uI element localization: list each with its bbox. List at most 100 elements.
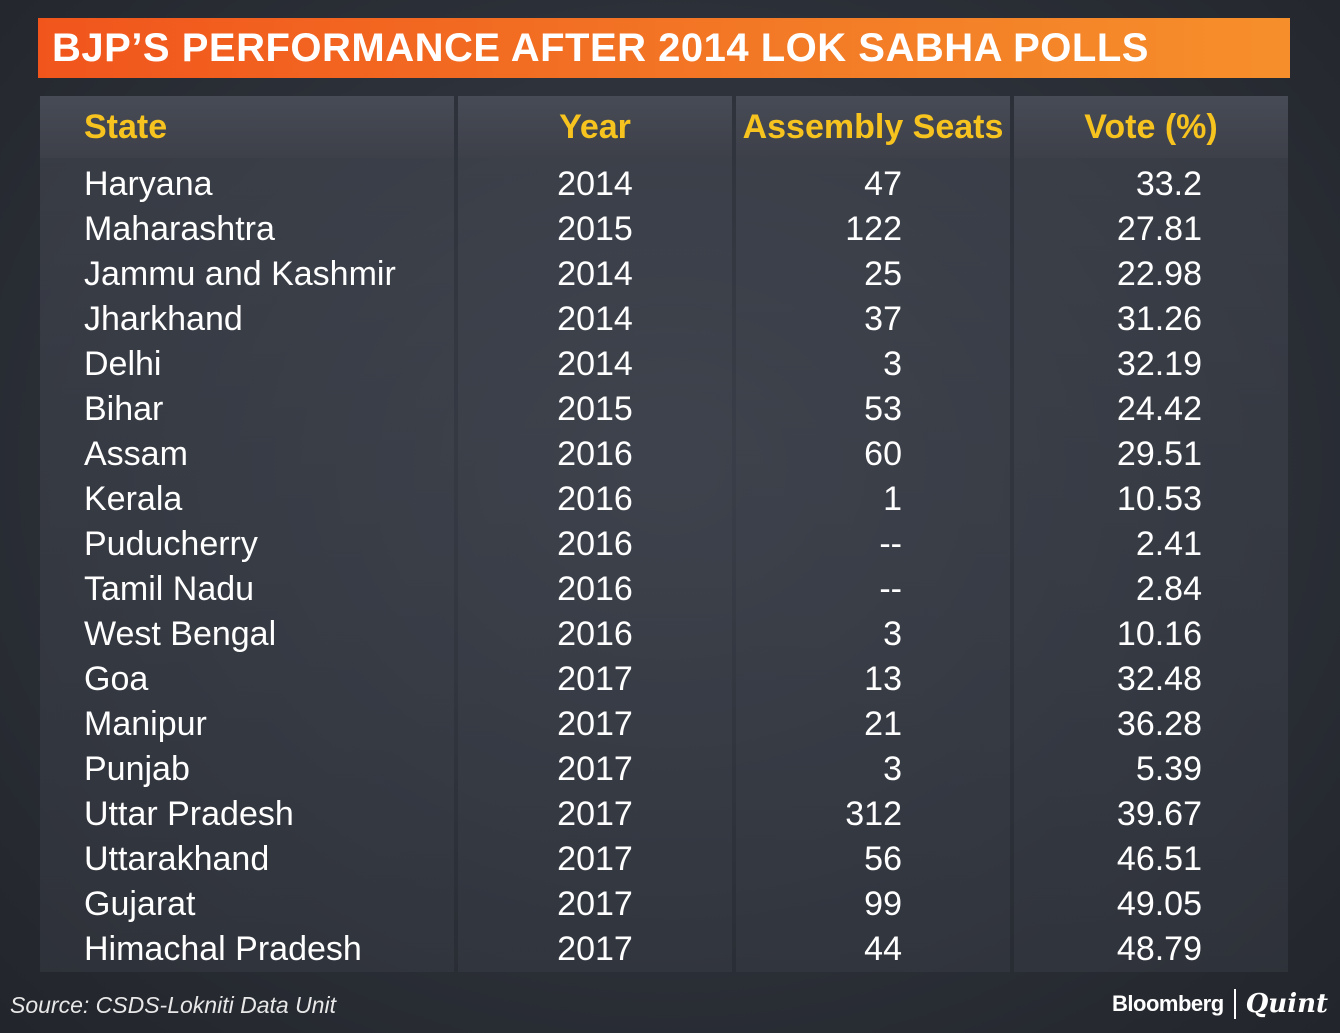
table-row: Uttarakhand 2017 56 46.51 bbox=[38, 837, 1290, 882]
cell-vote: 2.41 bbox=[1135, 525, 1202, 563]
cell-state: Uttarakhand bbox=[84, 840, 270, 878]
cell-state: Kerala bbox=[84, 480, 183, 518]
vote-column-bg bbox=[1014, 96, 1288, 972]
cell-state: Haryana bbox=[84, 165, 213, 203]
cell-seats: 37 bbox=[864, 300, 902, 338]
cell-state: Gujarat bbox=[84, 885, 196, 923]
cell-state: West Bengal bbox=[84, 615, 277, 653]
cell-year: 2014 bbox=[557, 255, 633, 293]
state-column-bg bbox=[40, 96, 454, 972]
cell-vote: 2.84 bbox=[1135, 570, 1202, 608]
cell-seats: 21 bbox=[864, 705, 902, 743]
cell-state: Bihar bbox=[84, 390, 164, 428]
seats-column-bg bbox=[736, 96, 1010, 972]
cell-seats: -- bbox=[879, 570, 902, 608]
header-state: State bbox=[40, 96, 454, 158]
cell-year: 2016 bbox=[557, 435, 633, 473]
cell-seats: -- bbox=[879, 525, 902, 563]
cell-state: Uttar Pradesh bbox=[84, 795, 294, 833]
table-header: State Year Assembly Seats Vote (%) bbox=[38, 96, 1290, 158]
brand-logo: Bloomberg Quint bbox=[1112, 989, 1328, 1019]
cell-year: 2016 bbox=[557, 570, 633, 608]
table-row: Tamil Nadu 2016 -- 2.84 bbox=[38, 567, 1290, 612]
table-row: Jharkhand 2014 37 31.26 bbox=[38, 297, 1290, 342]
table-row: Bihar 2015 53 24.42 bbox=[38, 387, 1290, 432]
cell-vote: 5.39 bbox=[1135, 750, 1202, 788]
cell-vote: 32.48 bbox=[1116, 660, 1202, 698]
cell-year: 2015 bbox=[557, 210, 633, 248]
cell-vote: 39.67 bbox=[1116, 795, 1202, 833]
cell-seats: 122 bbox=[845, 210, 902, 248]
cell-seats: 56 bbox=[864, 840, 902, 878]
table-body: Haryana 2014 47 33.2 Maharashtra 2015 122 27.81… bbox=[38, 162, 1290, 972]
cell-vote: 10.53 bbox=[1116, 480, 1202, 518]
table-row: Maharashtra 2015 122 27.81 bbox=[38, 207, 1290, 252]
cell-vote: 32.19 bbox=[1116, 345, 1202, 383]
title-banner: BJP’S PERFORMANCE AFTER 2014 LOK SABHA P… bbox=[38, 18, 1290, 78]
cell-vote: 49.05 bbox=[1116, 885, 1202, 923]
cell-vote: 22.98 bbox=[1116, 255, 1202, 293]
brand-divider bbox=[1233, 989, 1236, 1019]
table-row: Manipur 2017 21 36.28 bbox=[38, 702, 1290, 747]
cell-state: Punjab bbox=[84, 750, 190, 788]
table-row: Assam 2016 60 29.51 bbox=[38, 432, 1290, 477]
cell-year: 2017 bbox=[557, 705, 633, 743]
cell-year: 2014 bbox=[557, 165, 633, 203]
cell-seats: 99 bbox=[864, 885, 902, 923]
table-row: Uttar Pradesh 2017 312 39.67 bbox=[38, 792, 1290, 837]
cell-vote: 24.42 bbox=[1116, 390, 1202, 428]
table-row: Delhi 2014 3 32.19 bbox=[38, 342, 1290, 387]
cell-seats: 44 bbox=[864, 930, 902, 968]
table-row: Gujarat 2017 99 49.05 bbox=[38, 882, 1290, 927]
table-row: Kerala 2016 1 10.53 bbox=[38, 477, 1290, 522]
cell-year: 2017 bbox=[557, 885, 633, 923]
cell-vote: 31.26 bbox=[1116, 300, 1202, 338]
cell-vote: 29.51 bbox=[1116, 435, 1202, 473]
cell-year: 2017 bbox=[557, 840, 633, 878]
cell-year: 2016 bbox=[557, 615, 633, 653]
brand-bloomberg: Bloomberg bbox=[1112, 991, 1224, 1016]
cell-vote: 27.81 bbox=[1116, 210, 1202, 248]
cell-state: Tamil Nadu bbox=[84, 570, 255, 608]
cell-seats: 1 bbox=[883, 480, 902, 518]
cell-state: Goa bbox=[84, 660, 149, 698]
year-column-bg bbox=[458, 96, 732, 972]
cell-seats: 47 bbox=[864, 165, 902, 203]
cell-year: 2016 bbox=[557, 480, 633, 518]
brand-quint: Quint bbox=[1245, 989, 1328, 1019]
cell-state: Jharkhand bbox=[84, 300, 243, 338]
cell-state: Maharashtra bbox=[84, 210, 275, 248]
cell-state: Jammu and Kashmir bbox=[84, 255, 396, 293]
cell-state: Manipur bbox=[84, 705, 207, 743]
cell-year: 2014 bbox=[557, 345, 633, 383]
cell-seats: 53 bbox=[864, 390, 902, 428]
cell-seats: 312 bbox=[845, 795, 902, 833]
cell-seats: 3 bbox=[883, 615, 902, 653]
cell-seats: 3 bbox=[883, 750, 902, 788]
cell-seats: 25 bbox=[864, 255, 902, 293]
cell-year: 2015 bbox=[557, 390, 633, 428]
cell-state: Puducherry bbox=[84, 525, 258, 563]
table-row: Punjab 2017 3 5.39 bbox=[38, 747, 1290, 792]
table-row: Puducherry 2016 -- 2.41 bbox=[38, 522, 1290, 567]
header-assembly-seats: Assembly Seats bbox=[736, 96, 1010, 158]
cell-year: 2016 bbox=[557, 525, 633, 563]
cell-state: Delhi bbox=[84, 345, 162, 383]
cell-state: Himachal Pradesh bbox=[84, 930, 362, 968]
cell-seats: 13 bbox=[864, 660, 902, 698]
header-vote-percent: Vote (%) bbox=[1014, 96, 1288, 158]
cell-vote: 46.51 bbox=[1116, 840, 1202, 878]
cell-seats: 60 bbox=[864, 435, 902, 473]
table-row: West Bengal 2016 3 10.16 bbox=[38, 612, 1290, 657]
chart-title: BJP’S PERFORMANCE AFTER 2014 LOK SABHA P… bbox=[52, 25, 1149, 70]
cell-state: Assam bbox=[84, 435, 188, 473]
table-row: Goa 2017 13 32.48 bbox=[38, 657, 1290, 702]
header-year: Year bbox=[458, 96, 732, 158]
cell-year: 2017 bbox=[557, 660, 633, 698]
cell-vote: 10.16 bbox=[1116, 615, 1202, 653]
table-row: Himachal Pradesh 2017 44 48.79 bbox=[38, 927, 1290, 972]
results-table: State Year Assembly Seats Vote (%) Harya… bbox=[38, 96, 1290, 972]
cell-seats: 3 bbox=[883, 345, 902, 383]
cell-year: 2017 bbox=[557, 930, 633, 968]
cell-year: 2017 bbox=[557, 795, 633, 833]
